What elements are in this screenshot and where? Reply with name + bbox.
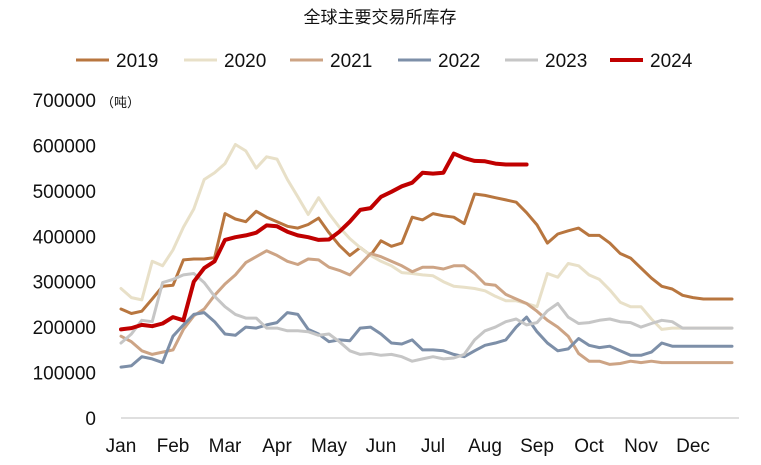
legend-label-2023: 2023 <box>545 51 587 72</box>
legend-label-2019: 2019 <box>116 51 158 72</box>
y-axis-unit: （吨） <box>101 96 140 111</box>
series-line-2021 <box>119 249 734 366</box>
y-tick-label: 600000 <box>33 136 96 157</box>
x-tick-label: Nov <box>624 436 658 457</box>
x-tick-label: Dec <box>676 436 710 457</box>
legend-label-2021: 2021 <box>330 51 372 72</box>
y-tick-label: 100000 <box>33 364 96 385</box>
y-axis: 700000 600000 500000 400000 300000 200000 1000… <box>33 91 96 430</box>
x-axis: Jan Feb Mar Apr May Jun Jul Aug Sep Oct Nov Dec <box>106 436 710 457</box>
y-tick-label: 0 <box>85 409 96 430</box>
x-tick-label: Jun <box>366 436 397 457</box>
series-line-2022 <box>119 311 734 369</box>
x-tick-label: Jul <box>421 436 445 457</box>
x-tick-label: May <box>311 436 347 457</box>
y-tick-label: 500000 <box>33 182 96 203</box>
x-tick-label: Mar <box>209 436 242 457</box>
series-line-2023 <box>119 272 734 363</box>
y-tick-label: 700000 <box>33 91 96 112</box>
legend-label-2022: 2022 <box>438 51 480 72</box>
x-tick-label: Sep <box>520 436 554 457</box>
series-line-2020 <box>119 143 734 331</box>
x-tick-label: Apr <box>262 436 292 457</box>
series-group <box>119 143 734 369</box>
legend-label-2020: 2020 <box>224 51 266 72</box>
x-tick-label: Jan <box>106 436 137 457</box>
series-line-2024 <box>119 151 529 332</box>
series-line-2019 <box>119 192 734 315</box>
y-tick-label: 300000 <box>33 273 96 294</box>
chart-title: 全球主要交易所库存 <box>304 8 457 28</box>
x-tick-label: Oct <box>574 436 604 457</box>
legend-label-2024: 2024 <box>650 51 693 72</box>
chart-legend: 2019 2020 2021 2022 2023 2024 <box>76 51 693 72</box>
y-tick-label: 200000 <box>33 318 96 339</box>
y-tick-label: 400000 <box>33 227 96 248</box>
x-tick-label: Aug <box>468 436 502 457</box>
x-tick-label: Feb <box>157 436 190 457</box>
